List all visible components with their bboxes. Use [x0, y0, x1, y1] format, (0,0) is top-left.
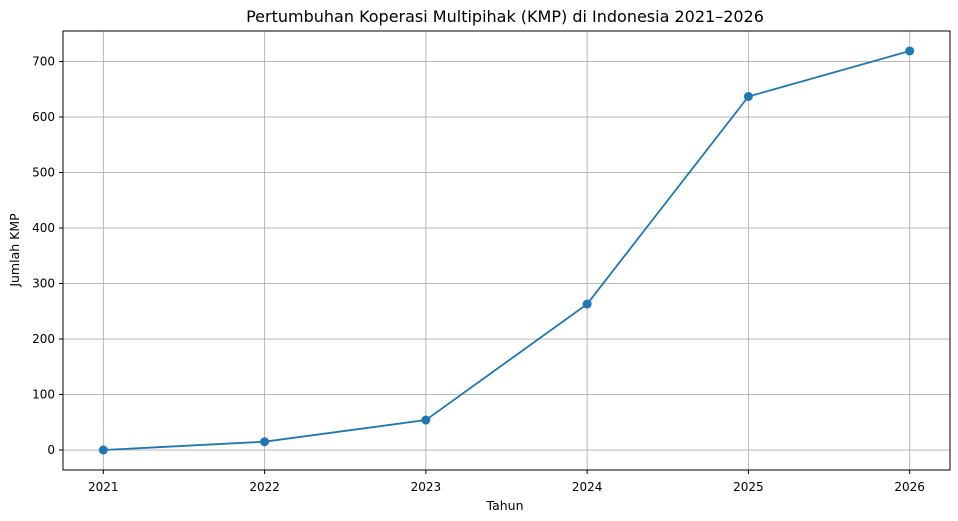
y-tick-label: 0 [47, 443, 55, 457]
plot-frame [62, 30, 951, 471]
y-tick-label: 200 [32, 332, 55, 346]
y-tick-label: 500 [32, 166, 55, 180]
x-tick-label: 2022 [249, 480, 280, 494]
data-point [582, 299, 592, 309]
y-tick-label: 600 [32, 110, 55, 124]
y-tick-label: 100 [32, 388, 55, 402]
x-tick-label: 2025 [733, 480, 764, 494]
data-point [421, 415, 431, 425]
data-point [743, 91, 753, 101]
series-line [103, 50, 910, 451]
chart-title: Pertumbuhan Koperasi Multipihak (KMP) di… [246, 7, 764, 26]
x-tick-label: 2023 [411, 480, 442, 494]
x-axis-label: Tahun [486, 498, 524, 513]
data-point [98, 445, 108, 455]
data-point [260, 437, 270, 447]
x-tick-label: 2024 [572, 480, 603, 494]
y-tick-label: 700 [32, 55, 55, 69]
data-point [905, 46, 915, 56]
y-axis-label: Jumlah KMP [7, 213, 22, 288]
x-tick-label: 2021 [88, 480, 119, 494]
y-tick-label: 400 [32, 221, 55, 235]
series-layer [98, 46, 915, 455]
x-tick-label: 2026 [894, 480, 925, 494]
grid [63, 31, 950, 470]
y-tick-label: 300 [32, 277, 55, 291]
ticks: 2021 2022 2023 2024 2025 2026 0 100 200 300 400 500… [32, 55, 925, 494]
